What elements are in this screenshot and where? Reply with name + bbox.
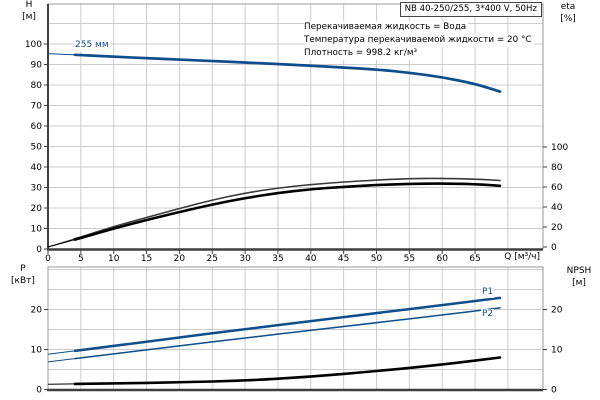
npsh-axis-unit: [м] [572,278,586,288]
x-tick-label: 55 [404,254,415,264]
h-tick-label: 60 [31,122,43,132]
npsh-tick-label: 0 [551,386,557,396]
eta-tick-label: 20 [551,223,563,233]
h-tick-label: 0 [36,245,42,255]
eta-tick-label: 0 [551,243,557,253]
h-tick-label: 40 [31,163,43,173]
h-tick-label: 50 [31,143,43,153]
eta-axis-unit: [%] [560,14,576,24]
fluid-info-block: Перекачиваемая жидкость = Вода Температу… [304,21,534,60]
x-tick-label: 5 [78,254,84,264]
x-tick-label: 40 [305,254,317,264]
h-tick-label: 80 [31,81,43,91]
x-tick-label: 10 [108,254,120,264]
x-tick-label: 50 [371,254,383,264]
h-curve [73,53,502,93]
fluid-line: Перекачиваемая жидкость = Вода [304,21,469,34]
p-tick-label: 20 [31,306,43,316]
x-tick-label: 35 [272,254,283,264]
x-tick-label: 0 [45,254,51,264]
temperature-line: Температура перекачиваемой жидкости = 20… [304,34,534,47]
p2-curve [74,307,501,360]
npsh-tick-label: 10 [551,346,563,356]
bottom-chart-frame [47,266,544,391]
x-tick-label: 60 [436,254,448,264]
eta-pump-curve [74,177,501,240]
h-tick-label: 70 [31,102,43,112]
h-tick-label: 100 [25,40,42,50]
p2-curve-label: P2 [481,309,495,320]
npsh-axis-title: NPSH [566,266,592,276]
h-axis-unit: [м] [22,12,36,22]
eta-tick-label: 100 [551,143,568,153]
eta-axis-title: eta [560,2,576,12]
pump-model-box: NB 40-250/255, 3*400 V, 50Hz [399,2,542,17]
x-tick-label: 30 [239,254,251,264]
p1-curve [73,296,502,353]
p-tick-label: 10 [31,346,43,356]
p1-curve-label: P1 [481,287,495,298]
x-tick-label: 20 [174,254,186,264]
h-axis-title: H [25,0,33,10]
q-axis-label: Q [м³/ч] [504,252,540,262]
density-line: Плотность = 998.2 кг/м³ [304,47,420,60]
h-tick-label: 90 [31,61,43,71]
h-tick-label: 20 [31,204,43,214]
p-axis-title: P [20,264,26,274]
npsh-curve-thin [47,357,501,385]
p-axis-unit: [кВт] [11,276,35,286]
eta-pump-motor-curve [73,182,502,241]
x-tick-label: 25 [207,254,218,264]
eta-tick-label: 60 [551,183,563,193]
x-tick-label: 45 [338,254,349,264]
x-tick-label: 15 [141,254,152,264]
p-tick-label: 0 [36,386,42,396]
eta-tick-label: 80 [551,163,563,173]
h-tick-label: 10 [31,225,43,235]
npsh-curve [73,356,502,386]
impeller-diameter-label: 255 мм [74,40,110,51]
eta-tick-label: 40 [551,203,563,213]
x-tick-label: 65 [469,254,480,264]
h-tick-label: 30 [31,184,43,194]
npsh-tick-label: 20 [551,306,563,316]
